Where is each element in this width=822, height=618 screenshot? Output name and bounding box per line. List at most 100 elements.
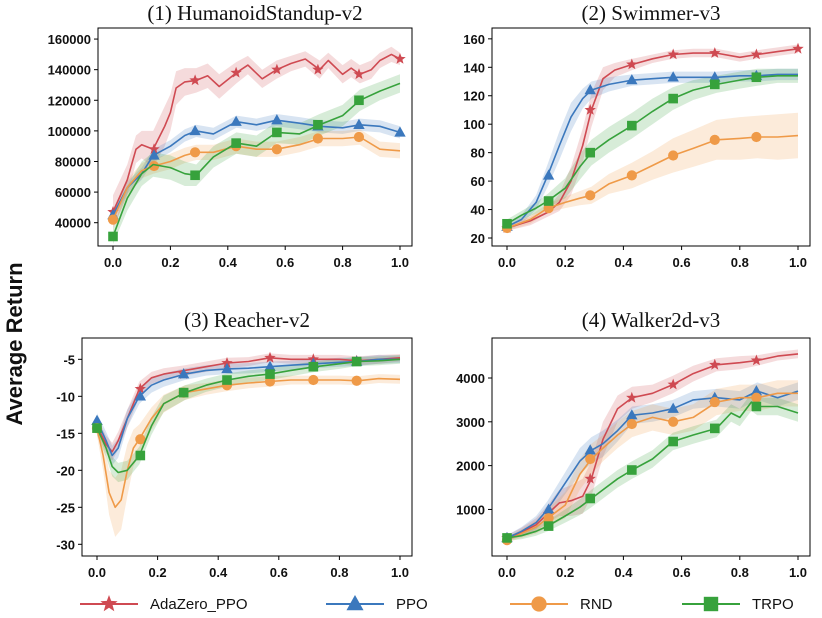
data-point-trpo — [313, 119, 323, 130]
y-tick-label: 160000 — [48, 32, 91, 47]
x-tick-label: 0.6 — [673, 565, 691, 580]
chart-panel-4: (4) Walker2d-v3 0.0 0.2 0.4 0.6 0.8 1.0 1000 200… — [456, 308, 811, 580]
data-point-trpo — [351, 356, 362, 367]
data-point-ppo — [750, 385, 763, 396]
data-point-adazero_ppo — [230, 66, 242, 78]
legend: AdaZero_PPO PPO RND TRPO — [80, 595, 794, 613]
x-tick-label: 0.0 — [88, 565, 106, 580]
data-point-trpo — [308, 361, 319, 372]
confidence-band-trpo — [97, 354, 400, 483]
data-point-rnd — [312, 133, 324, 144]
legend-label: PPO — [396, 596, 428, 613]
confidence-band-adazero_ppo — [507, 349, 798, 541]
legend-marker-square — [703, 596, 719, 612]
data-point-adazero_ppo — [709, 47, 721, 58]
y-axis-label: Average Return — [2, 262, 27, 425]
data-point-rnd — [543, 513, 554, 524]
data-point-ppo — [626, 409, 638, 420]
data-point-adazero_ppo — [148, 143, 160, 155]
axes-frame — [491, 27, 811, 247]
data-point-trpo — [108, 231, 118, 242]
data-point-rnd — [668, 150, 679, 161]
data-point-adazero_ppo — [312, 63, 324, 75]
x-tick-label: 0.8 — [330, 565, 348, 580]
data-point-ppo — [626, 74, 638, 85]
data-point-ppo — [542, 169, 555, 180]
data-point-ppo — [221, 362, 233, 374]
y-tick-label: 100000 — [48, 124, 91, 139]
x-tick-label: 0.0 — [498, 565, 516, 580]
data-point-rnd — [585, 453, 596, 465]
legend-item-rnd: RND — [510, 596, 613, 613]
data-point-ppo — [148, 149, 160, 160]
legend-label: RND — [580, 596, 613, 613]
y-tick-label: 40 — [471, 203, 485, 218]
chart-title: (3) Reacher-v2 — [184, 308, 310, 332]
legend-marker-circle — [531, 596, 547, 612]
data-point-adazero_ppo — [750, 354, 763, 366]
data-point-ppo — [230, 115, 242, 126]
data-point-adazero_ppo — [221, 357, 233, 368]
data-point-trpo — [543, 521, 554, 531]
x-tick-label: 0.0 — [104, 255, 122, 270]
data-point-rnd — [264, 376, 276, 387]
data-point-ppo — [584, 84, 596, 95]
data-point-trpo — [709, 79, 720, 90]
data-point-trpo — [627, 465, 637, 475]
x-tick-label: 0.2 — [161, 255, 179, 270]
axes-frame — [97, 27, 413, 247]
legend-item-adazero_ppo: AdaZero_PPO — [80, 595, 248, 613]
x-tick-label: 0.4 — [209, 565, 228, 580]
x-tick-label: 0.6 — [673, 255, 691, 270]
plot-area — [91, 351, 401, 537]
x-tick-label: 1.0 — [789, 565, 807, 580]
data-point-adazero_ppo — [626, 58, 638, 70]
data-point-rnd — [585, 190, 596, 201]
data-point-trpo — [502, 533, 512, 543]
data-point-trpo — [265, 369, 275, 379]
legend-item-trpo: TRPO — [682, 596, 794, 613]
legend-marker-triangle — [346, 595, 364, 611]
series-line-ppo — [506, 73, 798, 228]
data-point-rnd — [148, 160, 160, 172]
y-tick-label: 80000 — [55, 154, 91, 169]
data-point-adazero_ppo — [584, 472, 596, 484]
y-tick-label: 4000 — [456, 371, 485, 386]
series-line-adazero_ppo — [506, 48, 799, 229]
y-tick-label: 120 — [463, 89, 485, 104]
data-point-ppo — [271, 114, 283, 125]
data-point-rnd — [709, 396, 720, 408]
confidence-band-adazero_ppo — [97, 353, 400, 461]
y-tick-label: 120000 — [48, 93, 91, 108]
y-tick-label: -25 — [56, 500, 75, 515]
data-point-trpo — [231, 138, 241, 148]
legend-marker-star — [100, 595, 118, 612]
data-point-rnd — [271, 144, 282, 155]
data-point-ppo — [189, 124, 201, 136]
x-tick-label: 0.2 — [149, 565, 167, 580]
data-point-ppo — [542, 503, 555, 514]
series-line-ppo — [96, 358, 400, 457]
y-tick-label: 80 — [471, 146, 485, 161]
x-tick-label: 1.0 — [789, 255, 807, 270]
data-point-adazero_ppo — [792, 42, 804, 54]
data-point-rnd — [107, 214, 119, 225]
chart-title: (2) Swimmer-v3 — [582, 1, 721, 25]
y-tick-label: 1000 — [456, 502, 485, 517]
legend-item-ppo: PPO — [326, 595, 428, 613]
confidence-band-rnd — [507, 112, 798, 231]
data-point-rnd — [751, 131, 762, 143]
confidence-band-ppo — [507, 68, 798, 231]
x-tick-label: 0.8 — [334, 255, 352, 270]
data-point-adazero_ppo — [394, 53, 406, 64]
data-point-trpo — [222, 375, 232, 385]
data-point-rnd — [626, 418, 637, 430]
axes-frame — [81, 337, 413, 557]
y-tick-label: 160 — [463, 32, 485, 47]
data-point-trpo — [190, 170, 200, 181]
y-tick-label: 40000 — [55, 216, 91, 231]
data-point-trpo — [751, 72, 762, 83]
plot-area — [107, 46, 406, 245]
chart-panel-3: (3) Reacher-v2 0.0 0.2 0.4 0.6 0.8 1.0 -30 -25 -2… — [56, 308, 413, 580]
